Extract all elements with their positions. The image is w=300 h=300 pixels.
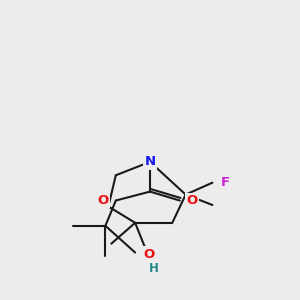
Text: O: O	[143, 248, 154, 260]
Text: O: O	[187, 194, 198, 207]
Text: F: F	[220, 176, 230, 189]
Text: N: N	[144, 155, 156, 168]
Text: O: O	[98, 194, 109, 207]
Text: H: H	[149, 262, 159, 275]
